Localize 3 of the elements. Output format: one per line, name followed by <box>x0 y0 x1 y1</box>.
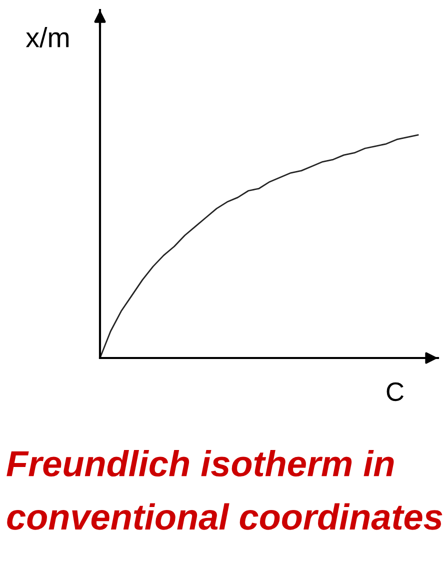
text: Freundlich isotherm in conventional coordinates <box>6 450 442 530</box>
y-axis-title: x/m <box>26 27 69 48</box>
x-axis-title: C <box>386 382 404 402</box>
